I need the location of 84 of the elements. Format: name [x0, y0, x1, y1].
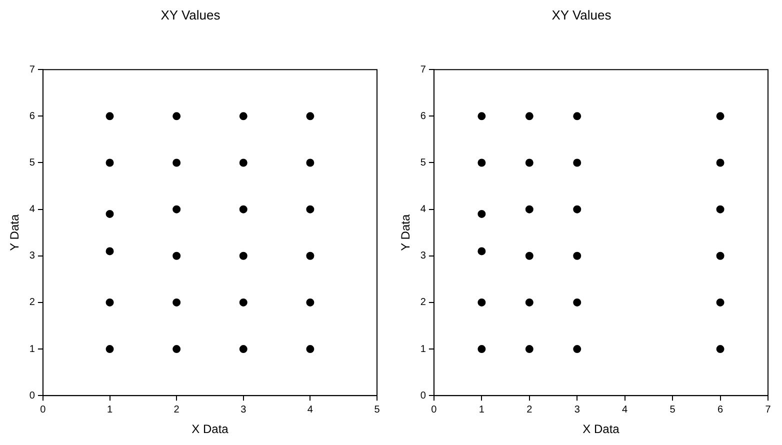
point — [525, 158, 534, 167]
point — [306, 345, 314, 354]
point — [106, 158, 114, 167]
y-tick-label: 0 — [420, 390, 426, 402]
point — [306, 252, 314, 260]
y-tick-label: 7 — [420, 64, 426, 76]
point — [172, 298, 181, 306]
x-tick-label: 6 — [718, 404, 724, 416]
point — [239, 252, 248, 260]
point — [525, 298, 534, 306]
point — [239, 158, 248, 167]
point — [106, 345, 114, 354]
chart-title: XY Values — [160, 7, 221, 22]
y-tick-label: 1 — [29, 344, 36, 355]
point — [306, 112, 314, 120]
point — [478, 210, 486, 218]
x-tick-label: 0 — [40, 404, 46, 416]
point — [525, 345, 534, 354]
y-tick-label: 7 — [29, 64, 36, 76]
x-tick-label: 1 — [106, 404, 113, 416]
point — [239, 112, 248, 120]
y-tick-label: 0 — [29, 390, 36, 402]
point — [716, 158, 724, 167]
x-tick-label: 7 — [765, 404, 772, 416]
point — [573, 252, 582, 260]
x-tick-label: 5 — [374, 404, 380, 416]
x-tick-label: 4 — [307, 404, 314, 416]
y-tick-label: 5 — [420, 157, 426, 168]
point — [172, 205, 181, 214]
point — [239, 205, 248, 214]
x-tick-label: 1 — [478, 404, 485, 416]
x-tick-label: 2 — [526, 404, 533, 416]
point — [106, 298, 114, 306]
point — [239, 345, 248, 354]
point — [716, 298, 724, 306]
point — [172, 345, 181, 354]
point — [716, 112, 724, 120]
x-tick-label: 4 — [622, 404, 628, 416]
point — [716, 345, 724, 354]
point — [573, 298, 582, 306]
point — [525, 252, 534, 260]
point — [306, 205, 314, 214]
y-tick-label: 4 — [29, 204, 36, 216]
point — [478, 298, 486, 306]
y-tick-label: 4 — [420, 204, 426, 216]
y-tick-label: 2 — [29, 297, 36, 308]
point — [172, 112, 181, 120]
point — [478, 345, 486, 354]
point — [573, 158, 582, 167]
y-tick-label: 3 — [29, 250, 36, 262]
point — [306, 298, 314, 306]
point — [172, 158, 181, 167]
point — [525, 112, 534, 120]
y-axis-title: Y Data — [8, 214, 22, 251]
point — [525, 205, 534, 214]
point — [573, 112, 582, 120]
point — [478, 247, 486, 256]
y-tick-label: 6 — [420, 110, 426, 122]
point — [716, 252, 724, 260]
point — [106, 210, 114, 218]
x-tick-label: 3 — [240, 404, 247, 416]
x-tick-label: 0 — [431, 404, 438, 416]
y-axis-title: Y Data — [398, 214, 413, 251]
point — [239, 298, 248, 306]
x-axis-title: X Data — [192, 422, 229, 436]
y-tick-label: 1 — [420, 344, 426, 355]
x-tick-label: 3 — [574, 404, 580, 416]
x-axis-title: X Data — [582, 422, 620, 436]
point — [106, 247, 114, 256]
y-tick-label: 2 — [420, 297, 426, 308]
point — [478, 112, 486, 120]
point — [306, 158, 314, 167]
point — [716, 205, 724, 214]
y-tick-label: 5 — [29, 157, 36, 168]
y-tick-label: 3 — [420, 250, 426, 262]
x-tick-label: 2 — [174, 404, 180, 416]
point — [106, 112, 114, 120]
x-tick-label: 5 — [670, 404, 676, 416]
point — [172, 252, 181, 260]
point — [573, 345, 582, 354]
y-tick-label: 6 — [29, 110, 36, 122]
chart-title: XY Values — [552, 7, 612, 22]
point — [573, 205, 582, 214]
point — [478, 158, 486, 167]
